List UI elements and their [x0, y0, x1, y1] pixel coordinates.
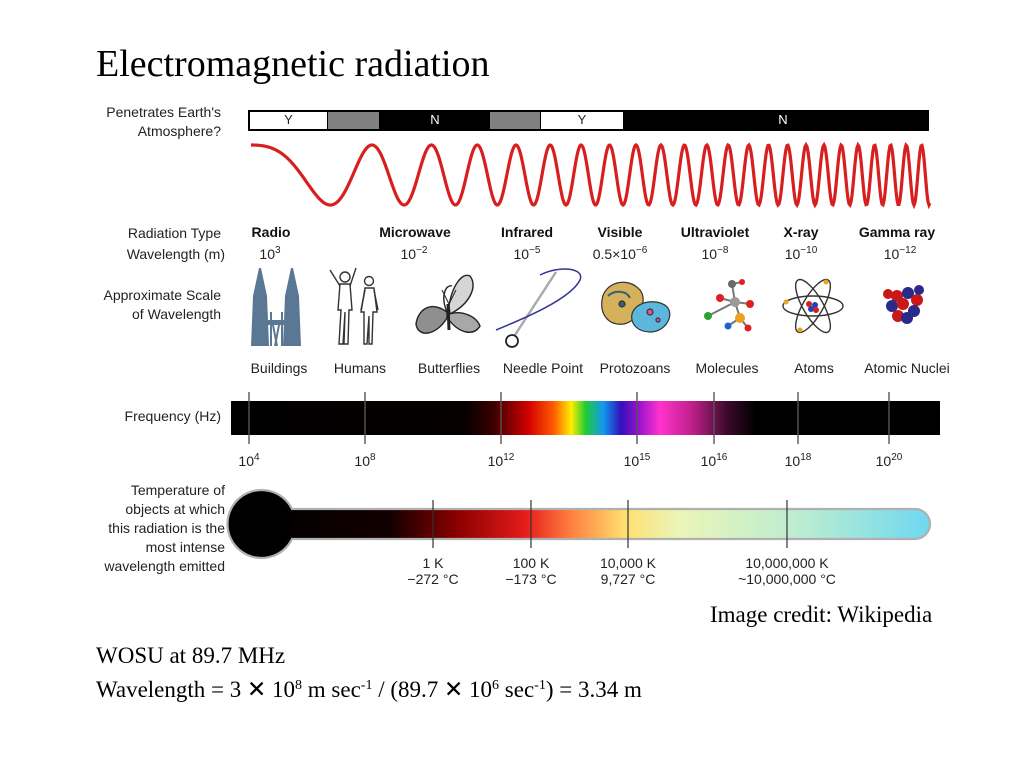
type-xray: X-ray — [783, 224, 819, 240]
type-visible: Visible — [597, 224, 643, 240]
atmosphere-segment-partial — [490, 112, 540, 129]
temperature-tick-100k: 100 K −173 °C — [505, 555, 557, 587]
thermometer — [226, 488, 932, 560]
frequency-tick-label: 1018 — [784, 452, 812, 470]
frequency-tick-label: 1016 — [700, 452, 728, 470]
atmosphere-y-1: Y — [284, 112, 293, 127]
temperature-label: Temperature of objects at which this rad… — [104, 482, 225, 574]
frequency-tick-label: 1012 — [487, 452, 515, 470]
scale-needle-point: Needle Point — [502, 360, 584, 376]
temperature-ticks — [432, 500, 788, 548]
wavelength-xray: 10−10 — [784, 245, 818, 263]
frequency-ticks — [248, 392, 890, 444]
temperature-tick-10000k: 10,000 K 9,727 °C — [599, 555, 657, 587]
type-infrared: Infrared — [500, 224, 554, 240]
frequency-tick-label: 108 — [354, 452, 376, 470]
frequency-label: Frequency (Hz) — [124, 408, 221, 424]
scale-atomic-nuclei: Atomic Nuclei — [864, 360, 950, 376]
atmosphere-label: Penetrates Earth's Atmosphere? — [106, 104, 221, 139]
atmosphere-bar — [248, 110, 929, 131]
image-credit: Image credit: Wikipedia — [710, 602, 933, 627]
molecules-icon — [704, 279, 754, 332]
butterfly-icon — [415, 274, 481, 334]
nucleus-icon — [883, 285, 924, 324]
scale-atoms: Atoms — [794, 360, 834, 376]
type-ultraviolet: Ultraviolet — [680, 224, 750, 240]
needle-icon — [495, 268, 582, 348]
scale-protozoans: Protozoans — [599, 360, 671, 376]
atmosphere-n-2: N — [778, 112, 788, 127]
thermometer-bulb — [231, 494, 291, 554]
frequency-tick-label: 1015 — [623, 452, 651, 470]
humans-icon — [329, 267, 379, 345]
atmosphere-n-1: N — [430, 112, 440, 127]
radiation-type-label: Radiation Type — [127, 225, 221, 241]
temperature-tick-1k: 1 K −272 °C — [407, 555, 459, 587]
scale-label: Approximate Scale of Wavelength — [103, 287, 221, 322]
scale-butterflies: Butterflies — [417, 360, 481, 376]
buildings-icon — [251, 268, 301, 347]
protozoans-icon — [601, 281, 671, 333]
atmosphere-segment-partial — [328, 112, 379, 129]
type-gamma: Gamma ray — [858, 224, 936, 240]
wavelength-visible: 0.5×10−6 — [592, 245, 648, 263]
scale-molecules: Molecules — [695, 360, 759, 376]
atmosphere-y-2: Y — [577, 112, 587, 127]
wavelength-label: Wavelength (m) — [126, 246, 225, 262]
atmosphere-segment-yes — [541, 112, 623, 129]
station-line: WOSU at 89.7 MHz — [96, 643, 286, 668]
atoms-icon — [782, 278, 844, 334]
wavelength-ultraviolet: 10−8 — [701, 245, 729, 263]
atmosphere-segment-yes — [250, 112, 327, 129]
wavelength-gamma: 10−12 — [883, 245, 917, 263]
scale-buildings: Buildings — [250, 360, 308, 376]
type-radio: Radio — [251, 224, 291, 240]
wavelength-microwave: 10−2 — [400, 245, 428, 263]
frequency-tick-label: 1020 — [875, 452, 903, 470]
wavelength-radio: 103 — [259, 245, 281, 263]
scale-humans: Humans — [333, 360, 387, 376]
type-microwave: Microwave — [379, 224, 451, 240]
frequency-bar — [231, 401, 940, 435]
frequency-tick-label: 104 — [238, 452, 260, 470]
temperature-tick-10000000k: 10,000,000 K ~10,000,000 °C — [738, 555, 836, 587]
wave-curve — [251, 141, 932, 210]
wavelength-infrared: 10−5 — [513, 245, 541, 263]
slide-title: Electromagnetic radiation — [96, 43, 490, 85]
wavelength-formula: Wavelength = 3 ✕ 108 m sec-1 / (89.7 ✕ 1… — [96, 677, 642, 702]
